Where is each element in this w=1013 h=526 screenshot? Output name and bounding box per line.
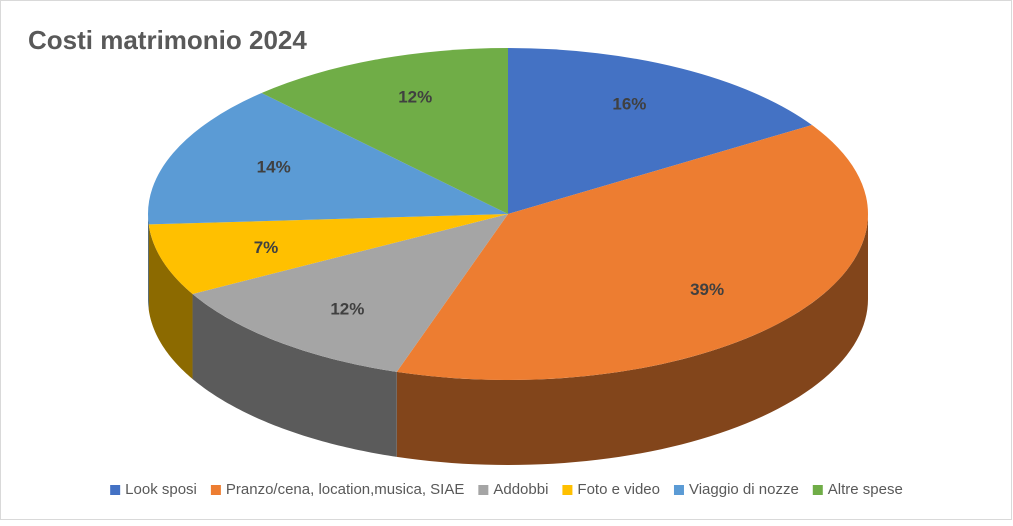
legend-label: Viaggio di nozze <box>689 481 799 498</box>
slice-side <box>148 224 193 379</box>
data-label: 12% <box>398 88 432 107</box>
slice-side <box>192 293 397 457</box>
data-label: 16% <box>612 94 646 113</box>
slice <box>261 48 508 214</box>
legend-swatch <box>478 485 489 495</box>
data-label: 7% <box>254 238 279 257</box>
slice <box>148 214 508 294</box>
legend-label: Altre spese <box>828 481 903 498</box>
legend-swatch <box>812 485 823 495</box>
legend-swatch <box>110 485 121 495</box>
legend-swatch <box>210 485 221 495</box>
legend-label: Pranzo/cena, location,musica, SIAE <box>226 481 464 498</box>
chart-title: Costi matrimonio 2024 <box>28 25 307 55</box>
slice-side <box>148 214 149 310</box>
slice <box>508 48 812 214</box>
legend-swatch <box>673 485 684 495</box>
slice <box>148 92 508 225</box>
data-label: 14% <box>257 158 291 177</box>
data-label: 39% <box>690 280 724 299</box>
legend-label: Foto e video <box>577 481 660 498</box>
data-label: 12% <box>330 299 364 318</box>
legend-swatch <box>562 485 573 495</box>
legend-label: Addobbi <box>493 481 548 498</box>
legend-label: Look sposi <box>125 481 197 498</box>
slice <box>396 125 869 380</box>
slice <box>192 214 508 372</box>
slice-side <box>396 214 868 465</box>
legend: Look sposi Pranzo/cena, location,musica, … <box>110 481 903 498</box>
